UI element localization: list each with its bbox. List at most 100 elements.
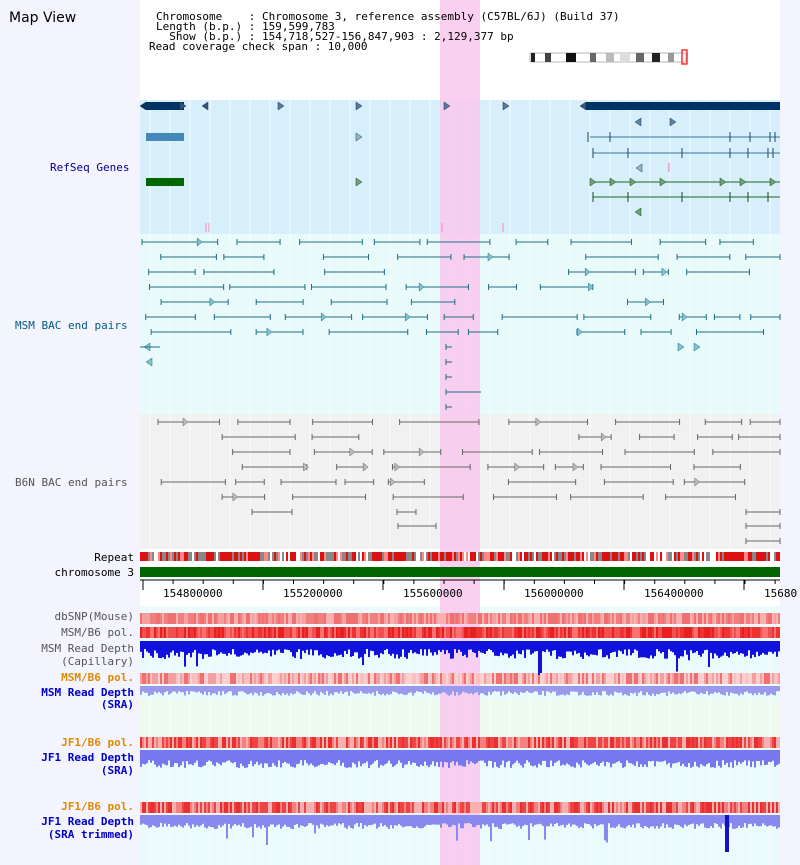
msm-depth-capillary-sublabel: (Capillary) <box>61 655 134 668</box>
heat-cell <box>770 613 772 624</box>
heat-cell <box>192 613 194 624</box>
heat-cell <box>760 673 762 684</box>
heat-cell <box>224 673 226 684</box>
heat-cell <box>744 802 746 813</box>
depth-bar <box>602 750 604 762</box>
heat-cell <box>730 613 732 624</box>
depth-bar <box>308 686 310 694</box>
heat-cell <box>150 613 152 624</box>
depth-bar <box>440 815 442 828</box>
repeat-segment <box>708 552 710 561</box>
heat-cell <box>474 627 476 638</box>
heat-cell <box>774 613 776 624</box>
heat-cell <box>158 802 160 813</box>
heat-cell <box>660 627 662 638</box>
repeat-segment <box>206 552 208 561</box>
heat-cell <box>460 613 462 624</box>
depth-bar <box>382 815 384 827</box>
depth-bar <box>164 641 166 659</box>
depth-bar <box>504 750 506 768</box>
depth-bar <box>282 750 284 763</box>
depth-bar <box>320 641 322 655</box>
repeat-segment <box>738 552 740 561</box>
bac-end-icon <box>418 447 425 457</box>
gene-exon <box>146 178 184 186</box>
heat-cell <box>142 673 144 684</box>
heat-cell <box>776 613 778 624</box>
heat-cell <box>768 802 770 813</box>
depth-bar <box>530 686 532 694</box>
depth-bar <box>760 641 762 655</box>
heat-cell <box>592 613 594 624</box>
depth-bar <box>606 641 608 656</box>
ideogram-band <box>545 53 551 62</box>
heat-cell <box>152 737 154 748</box>
heat-cell <box>346 673 348 684</box>
depth-bar <box>606 750 608 762</box>
depth-bar <box>230 686 232 692</box>
depth-bar <box>274 686 276 696</box>
repeat-segment <box>676 552 678 561</box>
depth-bar <box>226 686 228 693</box>
depth-bar <box>596 641 598 656</box>
depth-bar <box>366 815 368 827</box>
heat-cell <box>246 802 248 813</box>
depth-bar <box>290 750 292 767</box>
heat-cell <box>346 802 348 813</box>
repeat-segment <box>406 552 408 561</box>
depth-bar <box>422 815 424 828</box>
heat-cell <box>488 613 490 624</box>
heat-cell <box>732 802 734 813</box>
heat-cell <box>664 613 666 624</box>
repeat-segment <box>470 552 472 561</box>
heat-cell <box>400 627 402 638</box>
depth-bar <box>422 750 424 766</box>
repeat-segment <box>598 552 600 561</box>
heat-cell <box>382 673 384 684</box>
heat-cell <box>760 802 762 813</box>
heat-cell <box>306 802 308 813</box>
depth-bar <box>670 641 672 652</box>
heat-cell <box>540 802 542 813</box>
heat-cell <box>708 673 710 684</box>
depth-bar <box>170 815 172 827</box>
depth-bar <box>650 686 652 696</box>
heat-cell <box>452 737 454 748</box>
repeat-segment <box>480 552 482 561</box>
depth-bar <box>512 641 514 655</box>
repeat-segment <box>438 552 440 561</box>
repeat-segment <box>650 552 652 561</box>
heat-cell <box>328 613 330 624</box>
depth-bar <box>292 686 294 695</box>
bac-end-icon <box>681 312 688 322</box>
heat-cell <box>252 613 254 624</box>
heat-cell <box>642 737 644 748</box>
depth-bar <box>158 686 160 692</box>
heat-cell <box>614 673 616 684</box>
heat-cell <box>512 613 514 624</box>
depth-bar <box>234 686 236 695</box>
depth-bar <box>534 686 536 692</box>
repeat-segment <box>306 552 308 561</box>
heat-cell <box>566 673 568 684</box>
heat-cell <box>204 627 206 638</box>
heat-cell <box>318 802 320 813</box>
repeat-segment <box>302 552 304 561</box>
heat-cell <box>408 627 410 638</box>
depth-bar <box>364 750 366 764</box>
depth-bar <box>182 750 184 762</box>
repeat-segment <box>446 552 448 561</box>
heat-cell <box>392 627 394 638</box>
depth-bar <box>734 686 736 694</box>
heat-cell <box>512 673 514 684</box>
repeat-segment <box>144 552 146 561</box>
heat-cell <box>176 802 178 813</box>
repeat-segment <box>176 552 178 561</box>
depth-bar <box>270 750 272 767</box>
repeat-segment <box>200 552 202 561</box>
heat-cell <box>434 673 436 684</box>
heat-cell <box>438 802 440 813</box>
depth-bar <box>294 750 296 768</box>
depth-bar <box>770 641 772 652</box>
